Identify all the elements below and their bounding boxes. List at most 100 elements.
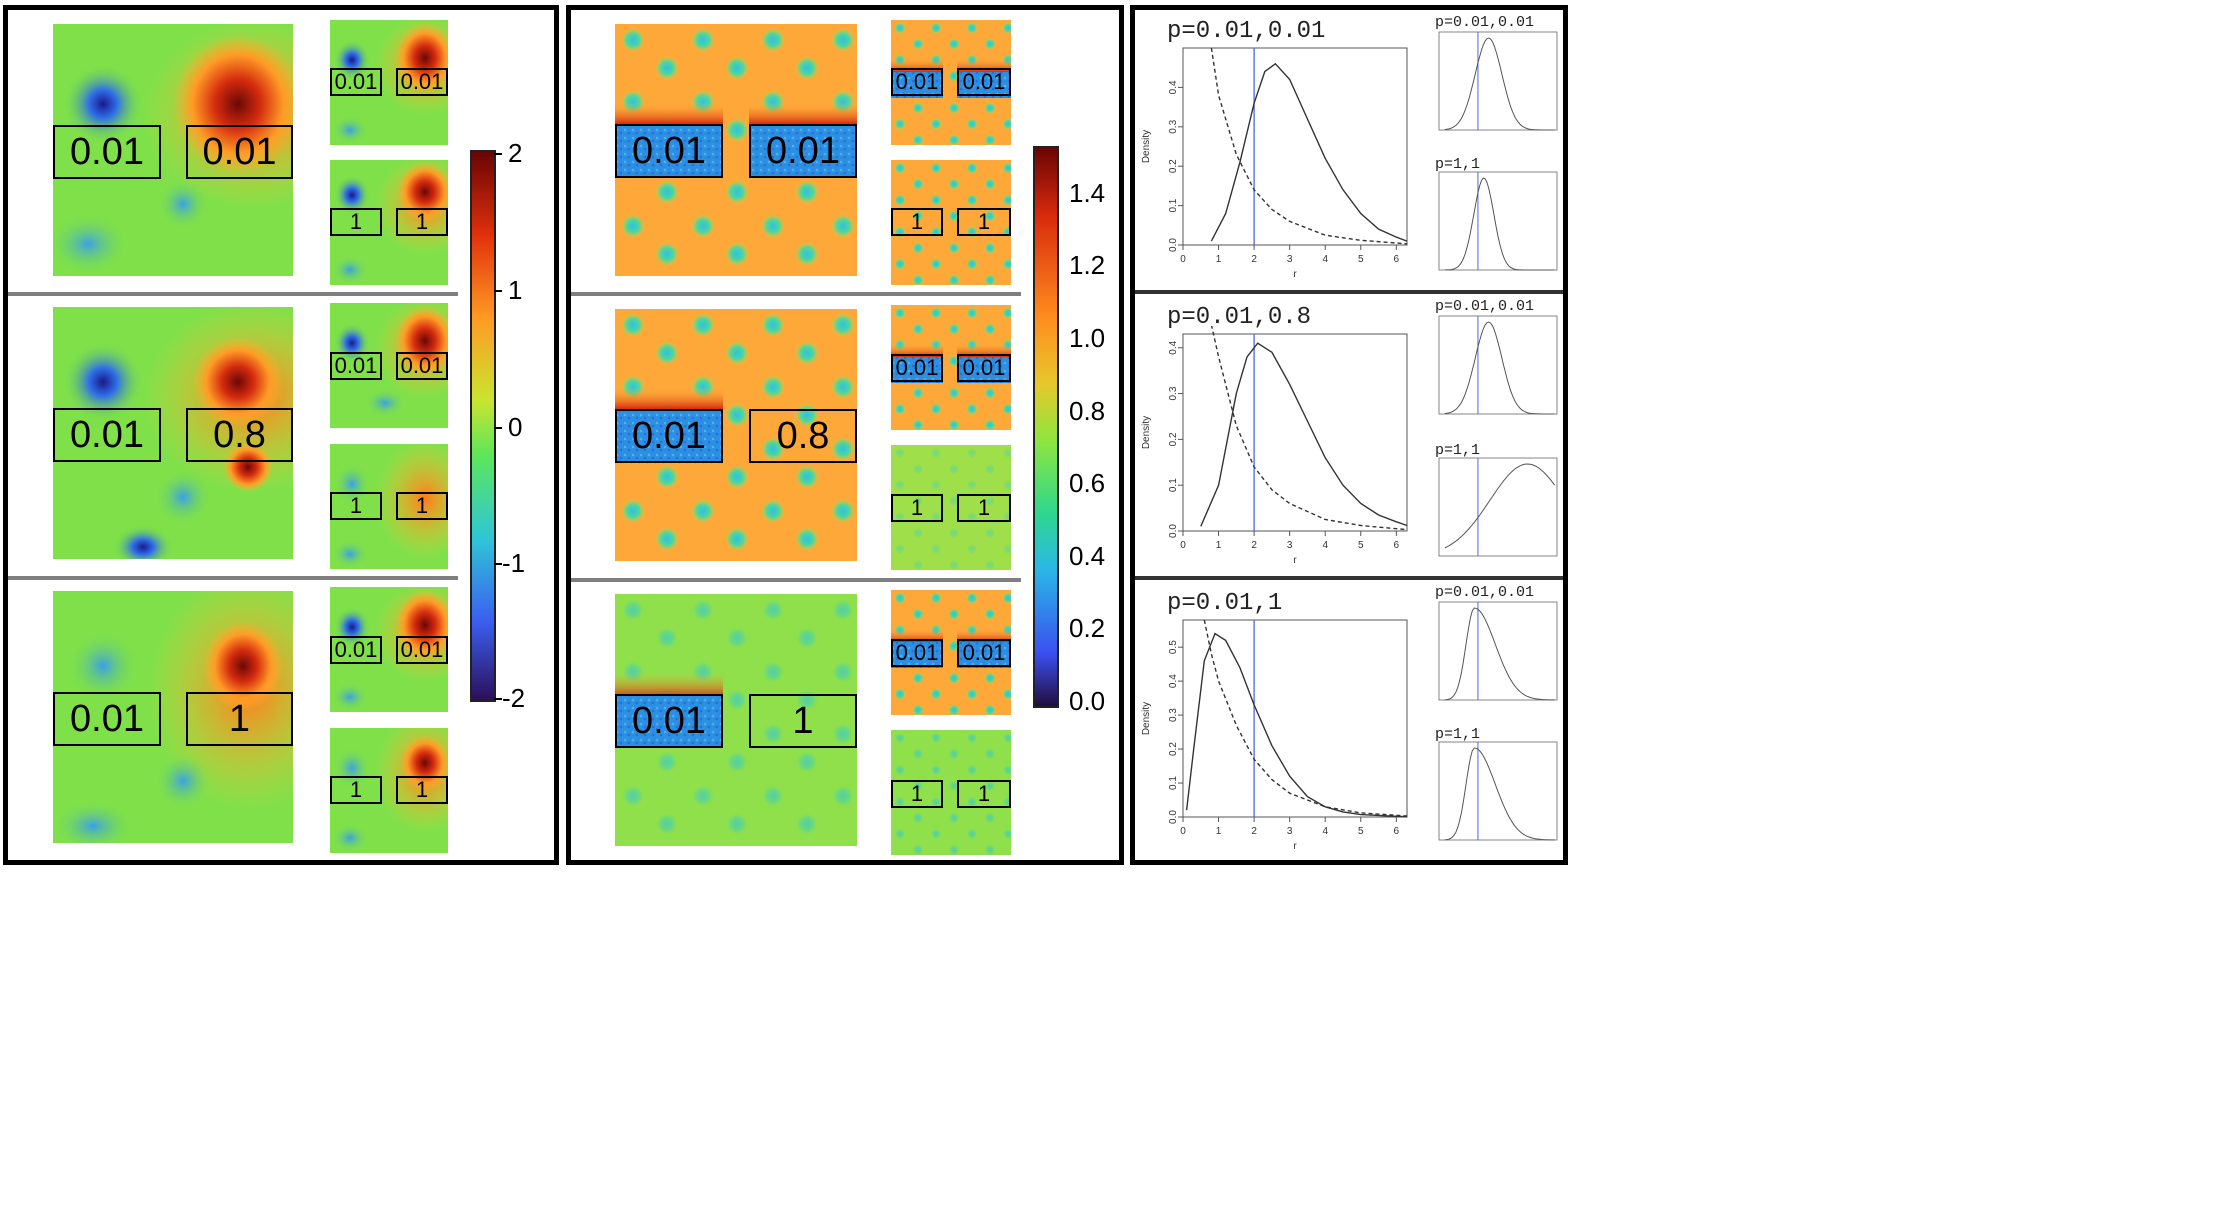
colorbar-tick: 2 — [508, 138, 523, 168]
heatmap-large — [615, 309, 857, 561]
y-axis-label: Density — [1141, 702, 1152, 735]
row-separator — [571, 292, 1021, 296]
plot-frame — [1438, 31, 1558, 131]
heatmap-large — [53, 24, 293, 276]
heatmap-small-bottom — [330, 728, 448, 853]
y-tick-label: 0.5 — [1168, 640, 1179, 654]
label-box-right: 0.01 — [957, 68, 1011, 96]
row-separator — [571, 578, 1021, 582]
label-box-right: 0.01 — [957, 354, 1011, 382]
heatmap-small-bottom — [891, 730, 1011, 855]
colorbar-tick: 1.4 — [1069, 178, 1106, 208]
label-box-right: 1 — [396, 492, 448, 520]
colorbar-tick: 0.0 — [1069, 686, 1106, 716]
density-curve — [1444, 321, 1555, 415]
colorbar-tick: 0.2 — [1069, 613, 1106, 643]
colorbar-tick: 0.6 — [1069, 468, 1106, 498]
plot-frame — [1438, 457, 1558, 557]
heatmap-small-bottom — [891, 445, 1011, 570]
row-separator — [1135, 576, 1563, 580]
row-separator — [1135, 290, 1563, 294]
x-tick-label: 2 — [1251, 826, 1257, 837]
x-tick-label: 0 — [1180, 254, 1186, 265]
label-box-left: 0.01 — [330, 68, 382, 96]
plot-title-small: p=1,1 — [1435, 442, 1481, 459]
reference-curve — [1210, 326, 1408, 531]
x-axis-label: r — [1293, 269, 1297, 280]
density-plot-main: 0 1 2 3 4 5 6 0.0 0.1 0.2 0.3 0.4 r Density — [1141, 47, 1408, 280]
x-tick-label: 2 — [1251, 254, 1257, 265]
density-curve — [1210, 62, 1408, 242]
x-tick-label: 4 — [1322, 254, 1328, 265]
plot-title: p=0.01,1 — [1167, 590, 1283, 617]
label-box-left: 0.01 — [615, 694, 723, 748]
heatmap-small-top — [330, 303, 448, 428]
label-box-right: 0.01 — [749, 124, 857, 178]
y-tick-label: 0.1 — [1168, 478, 1179, 492]
label-box-right: 1 — [957, 780, 1011, 808]
colorbar-tick: 0.8 — [1069, 396, 1106, 426]
label-box-left: 1 — [330, 208, 382, 236]
x-tick-label: 5 — [1358, 254, 1364, 265]
row-separator — [8, 292, 458, 296]
label-box-right: 1 — [957, 208, 1011, 236]
label-box-left: 0.01 — [891, 639, 943, 667]
x-tick-label: 6 — [1394, 254, 1400, 265]
x-tick-label: 6 — [1394, 826, 1400, 837]
colorbar-tick: 1.2 — [1069, 250, 1106, 280]
left-panel: 0.01 0.01 0.01 0.01 1 1 0.01 0.8 0.01 — [3, 5, 559, 865]
label-box-left: 0.01 — [615, 124, 723, 178]
y-tick-label: 0.3 — [1168, 708, 1179, 722]
colorbar-notch — [494, 290, 502, 292]
density-curve — [1444, 747, 1555, 841]
label-box-left: 0.01 — [53, 125, 161, 179]
label-box-left: 1 — [891, 494, 943, 522]
x-tick-label: 3 — [1287, 826, 1293, 837]
x-tick-label: 3 — [1287, 254, 1293, 265]
density-curve — [1444, 607, 1555, 701]
x-tick-label: 1 — [1216, 254, 1222, 265]
colorbar — [470, 150, 496, 702]
label-box-left: 0.01 — [891, 354, 943, 382]
colorbar-notch — [494, 427, 502, 429]
label-box-right: 1 — [396, 776, 448, 804]
label-box-right: 1 — [186, 692, 293, 746]
row-separator — [8, 576, 458, 580]
density-plot-small — [1438, 31, 1558, 131]
y-tick-label: 0.2 — [1168, 432, 1179, 446]
label-box-right: 0.01 — [396, 68, 448, 96]
plot-frame — [1438, 601, 1558, 701]
y-tick-label: 0.0 — [1168, 238, 1179, 252]
colorbar — [1033, 146, 1059, 708]
y-tick-label: 0.3 — [1168, 386, 1179, 400]
plot-frame — [1182, 47, 1408, 246]
density-plot-small — [1438, 315, 1558, 415]
colorbar-tick: -2 — [502, 683, 526, 713]
plot-title: p=0.01,0.01 — [1167, 18, 1326, 45]
heatmap-large — [53, 591, 293, 843]
x-tick-label: 3 — [1287, 540, 1293, 551]
y-tick-label: 0.3 — [1168, 119, 1179, 133]
x-tick-label: 1 — [1216, 826, 1222, 837]
density-curve — [1444, 37, 1555, 131]
density-curve — [1444, 177, 1555, 271]
density-curve — [1444, 463, 1556, 549]
colorbar-tick: 1.0 — [1069, 323, 1106, 353]
label-box-right: 1 — [749, 694, 857, 748]
density-plot-small — [1438, 457, 1558, 557]
label-box-left: 0.01 — [330, 352, 382, 380]
y-tick-label: 0.0 — [1168, 810, 1179, 824]
y-tick-label: 0.2 — [1168, 159, 1179, 173]
label-box-left: 0.01 — [330, 636, 382, 664]
label-box-right: 0.01 — [957, 639, 1011, 667]
plot-title-small: p=0.01,0.01 — [1435, 298, 1535, 315]
plot-title-small: p=0.01,0.01 — [1435, 584, 1535, 601]
colorbar-notch — [494, 563, 502, 565]
label-box-left: 1 — [330, 776, 382, 804]
label-box-left: 1 — [330, 492, 382, 520]
heatmap-small-top — [891, 20, 1011, 145]
y-tick-label: 0.4 — [1168, 674, 1179, 688]
colorbar-tick: 0.4 — [1069, 541, 1106, 571]
colorbar-tick: -1 — [502, 548, 526, 578]
heatmap-large — [53, 307, 293, 559]
